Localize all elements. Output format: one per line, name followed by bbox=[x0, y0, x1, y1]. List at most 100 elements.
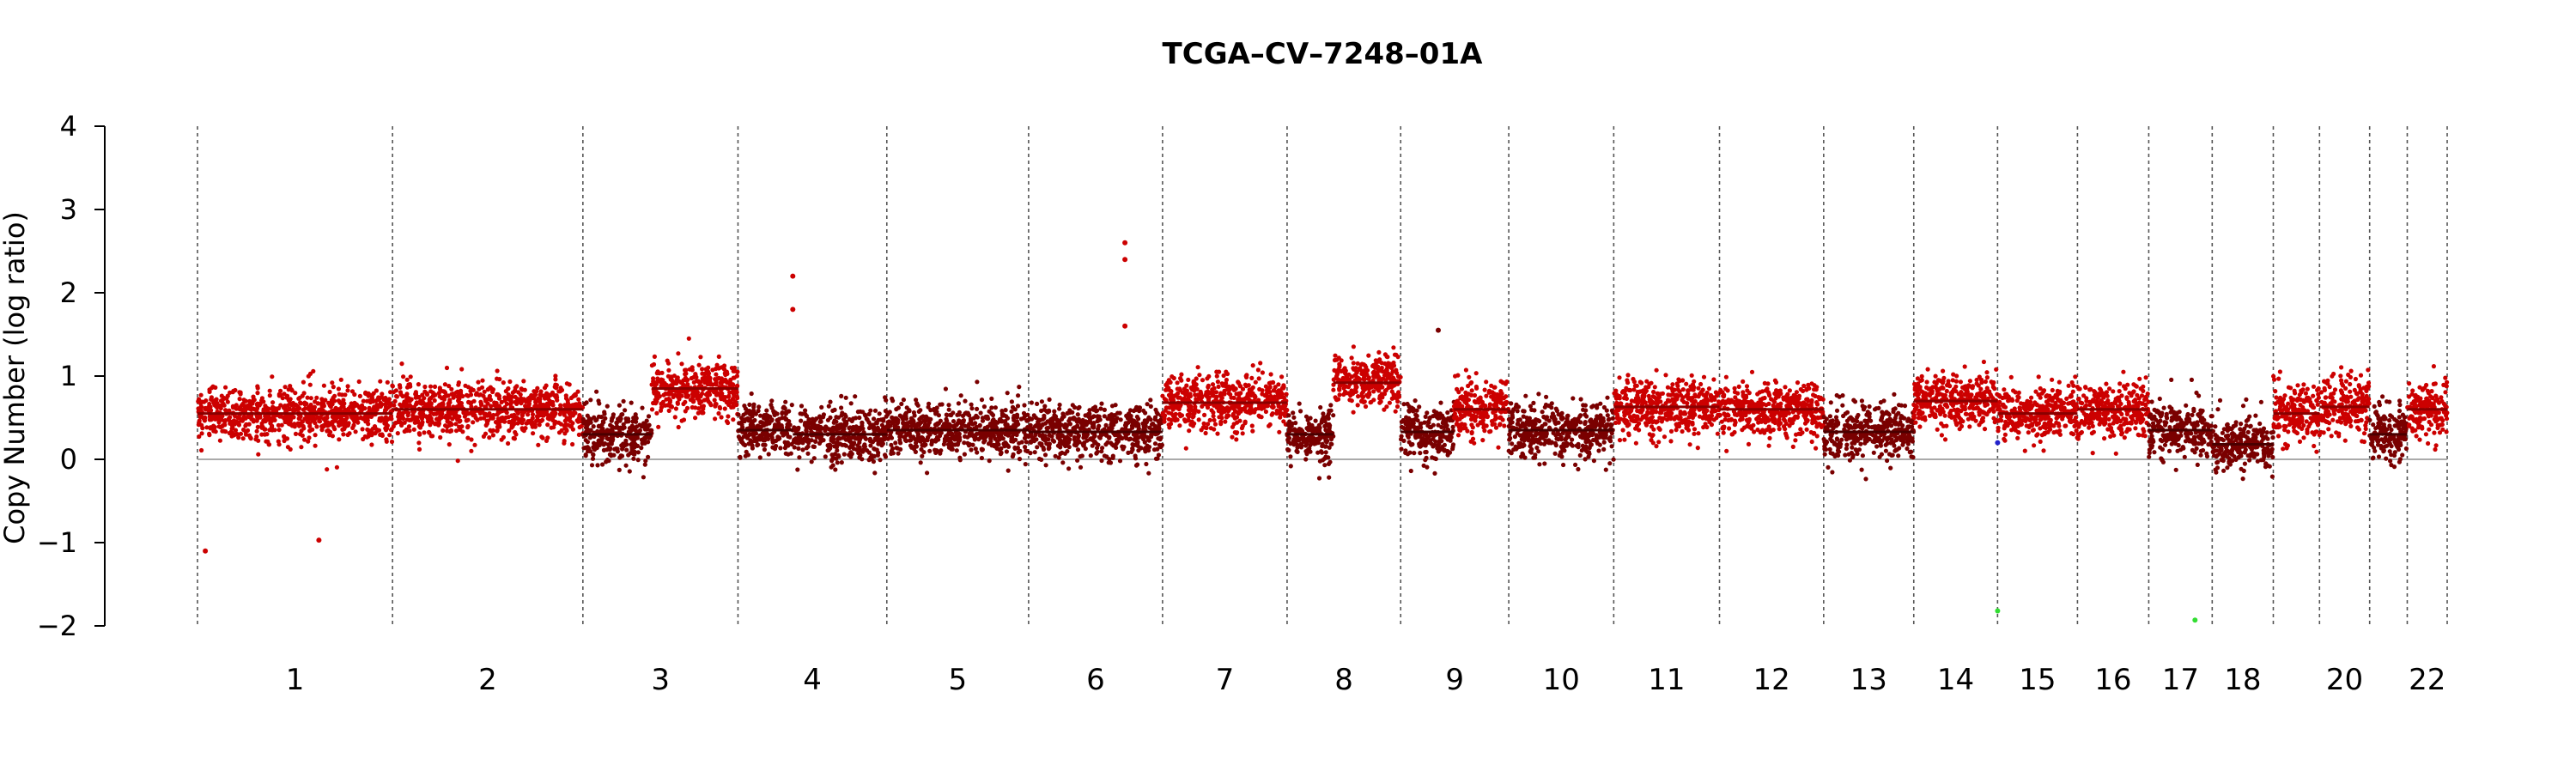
data-point bbox=[480, 379, 484, 383]
data-point bbox=[1225, 372, 1230, 376]
data-point bbox=[1091, 444, 1095, 448]
data-point bbox=[479, 403, 483, 407]
chart-title: TCGA–CV–7248–01A bbox=[1163, 37, 1484, 71]
data-point bbox=[835, 460, 840, 464]
data-point bbox=[617, 455, 622, 459]
data-point bbox=[840, 425, 844, 429]
data-point bbox=[799, 411, 803, 416]
data-point bbox=[215, 398, 219, 402]
data-point bbox=[1127, 437, 1131, 441]
data-point bbox=[504, 416, 508, 420]
data-point bbox=[408, 382, 412, 386]
data-point bbox=[1057, 455, 1061, 459]
data-point bbox=[465, 418, 469, 422]
data-point bbox=[492, 400, 496, 404]
data-point bbox=[805, 452, 810, 456]
data-point bbox=[894, 407, 898, 411]
data-point bbox=[790, 403, 794, 407]
data-point bbox=[786, 440, 790, 445]
data-point bbox=[601, 419, 605, 423]
data-point bbox=[849, 401, 854, 405]
data-point bbox=[398, 410, 402, 415]
data-point bbox=[222, 404, 227, 408]
data-point bbox=[1418, 451, 1422, 455]
data-point bbox=[1205, 376, 1209, 380]
data-point bbox=[999, 446, 1003, 451]
data-point bbox=[447, 442, 452, 446]
data-point bbox=[218, 425, 222, 429]
data-point bbox=[313, 444, 318, 448]
data-point bbox=[1149, 433, 1153, 437]
data-point bbox=[1265, 404, 1269, 408]
data-point bbox=[596, 398, 600, 403]
data-point bbox=[1039, 409, 1043, 413]
data-point bbox=[307, 428, 312, 433]
data-point bbox=[463, 384, 467, 388]
data-point bbox=[1100, 446, 1104, 450]
data-point bbox=[616, 449, 620, 453]
data-point bbox=[1052, 439, 1056, 443]
data-point bbox=[1413, 398, 1418, 403]
data-point bbox=[459, 424, 464, 428]
data-point bbox=[590, 463, 594, 467]
data-point bbox=[598, 424, 603, 428]
data-point bbox=[1012, 452, 1016, 457]
data-point bbox=[762, 423, 766, 428]
data-point bbox=[853, 394, 857, 398]
data-point bbox=[417, 447, 422, 452]
data-point bbox=[1279, 390, 1283, 394]
data-point bbox=[1309, 416, 1313, 420]
data-point bbox=[1016, 404, 1020, 408]
data-point bbox=[491, 433, 495, 437]
data-point bbox=[1155, 457, 1159, 461]
data-point bbox=[562, 439, 567, 443]
data-point bbox=[263, 416, 267, 421]
data-point bbox=[969, 418, 973, 422]
data-point bbox=[696, 411, 701, 416]
data-point bbox=[814, 416, 818, 421]
data-point bbox=[1250, 429, 1255, 434]
data-point bbox=[720, 415, 724, 419]
data-point bbox=[1103, 442, 1108, 446]
data-point bbox=[1192, 380, 1196, 385]
data-point bbox=[796, 426, 800, 430]
data-point bbox=[812, 445, 817, 449]
data-point bbox=[1397, 395, 1401, 399]
data-point bbox=[1089, 453, 1093, 458]
data-point bbox=[923, 425, 927, 429]
data-point bbox=[368, 428, 372, 433]
data-point bbox=[1088, 416, 1092, 421]
data-point bbox=[1091, 422, 1096, 427]
data-point bbox=[947, 439, 951, 443]
data-point bbox=[914, 398, 918, 402]
data-point bbox=[626, 419, 630, 423]
data-point bbox=[1067, 445, 1072, 449]
data-point bbox=[455, 394, 459, 398]
data-point bbox=[270, 407, 275, 411]
data-point bbox=[553, 377, 557, 381]
data-point bbox=[608, 452, 612, 457]
data-point bbox=[993, 420, 998, 424]
data-point bbox=[676, 402, 680, 406]
data-point bbox=[280, 423, 284, 428]
data-point bbox=[405, 378, 410, 382]
data-point bbox=[1220, 396, 1224, 400]
data-point bbox=[433, 385, 437, 389]
data-point bbox=[1381, 377, 1385, 381]
data-point bbox=[1010, 399, 1014, 404]
data-point bbox=[783, 406, 787, 410]
data-point bbox=[1022, 403, 1026, 407]
data-point bbox=[222, 422, 227, 427]
data-point bbox=[908, 438, 912, 442]
data-point bbox=[1060, 417, 1064, 422]
data-point bbox=[865, 416, 869, 421]
data-point bbox=[857, 416, 861, 420]
data-point bbox=[341, 432, 345, 436]
data-point bbox=[823, 454, 828, 458]
data-point bbox=[706, 399, 710, 404]
data-point bbox=[241, 428, 246, 432]
data-point bbox=[510, 422, 514, 427]
data-point bbox=[326, 428, 331, 433]
data-point bbox=[270, 428, 275, 432]
data-point bbox=[1050, 424, 1054, 428]
